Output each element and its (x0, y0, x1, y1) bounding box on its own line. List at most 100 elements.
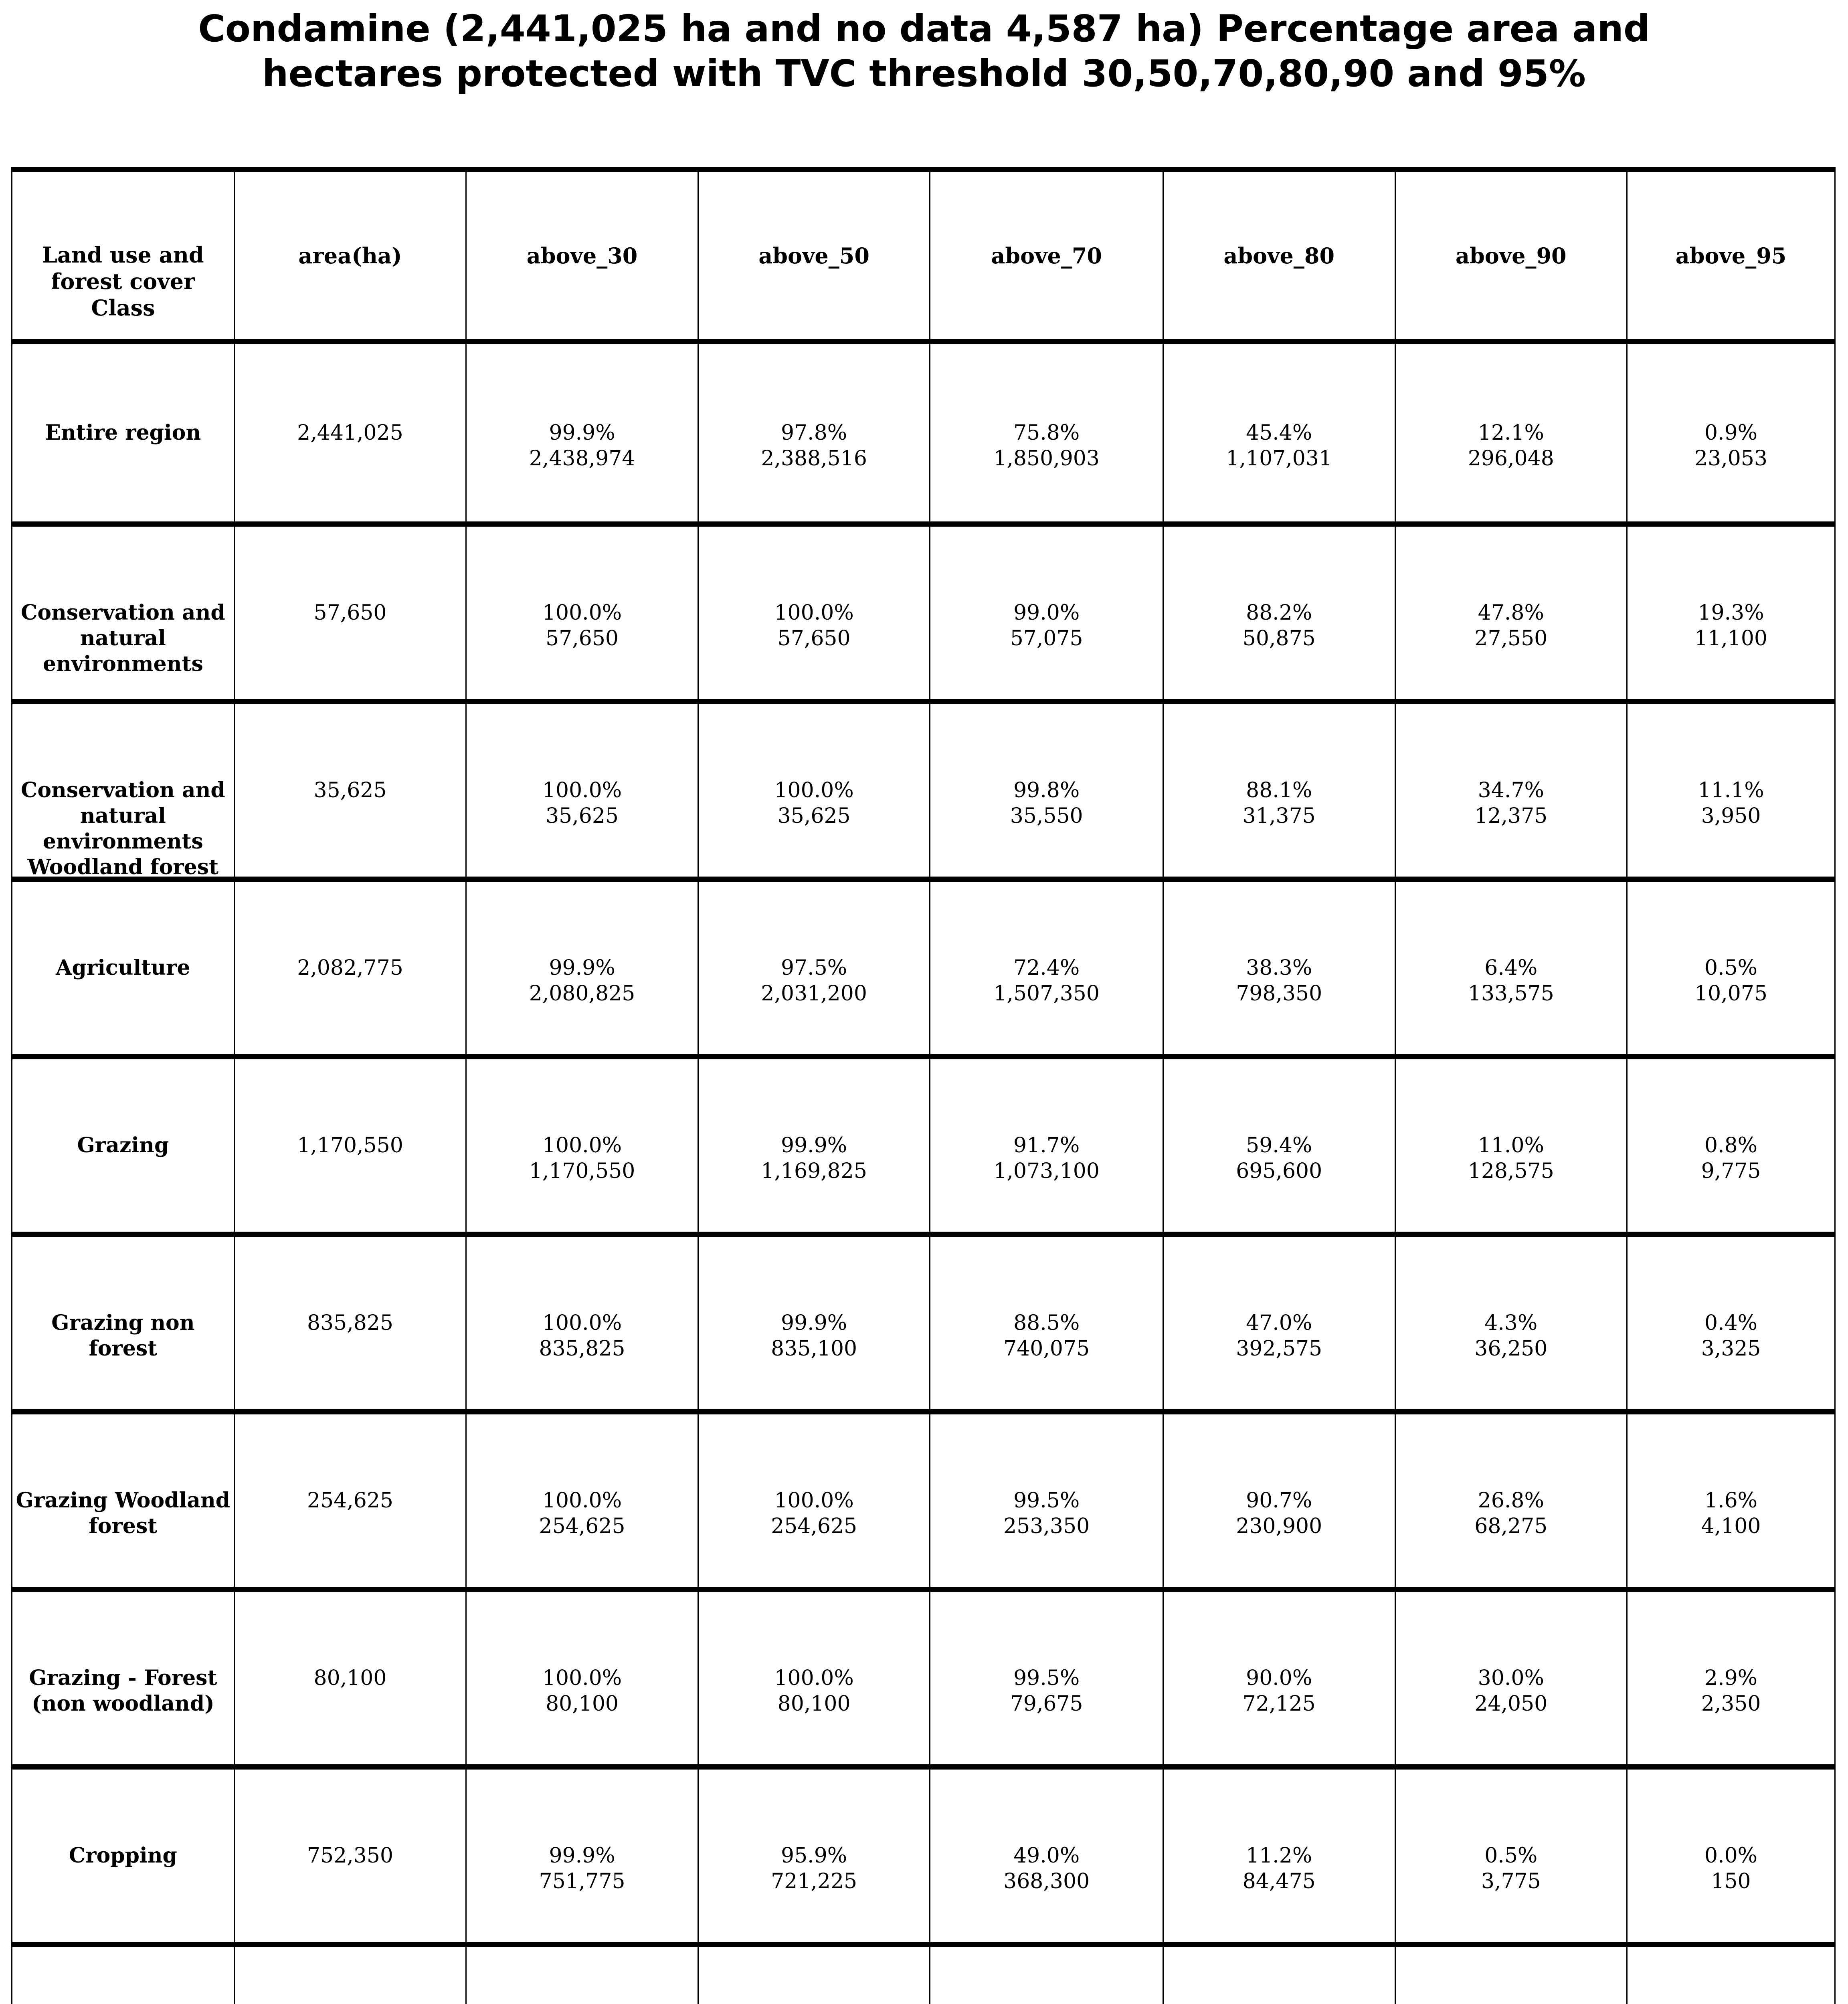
hectares-value: 10,075 (1694, 982, 1767, 1006)
percent-value: 95.9% (781, 1844, 847, 1868)
header-cell-above30: above_30 (467, 172, 699, 344)
cell-above-95: 11.1% 3,950 (1628, 704, 1834, 882)
page-title-line2: hectares protected with TVC threshold 30… (262, 52, 1586, 95)
percent-value: 99.8% (1013, 778, 1080, 802)
hectares-value: 50,875 (1242, 626, 1316, 650)
percent-value: 100.0% (542, 778, 622, 802)
percent-value: 47.0% (1246, 1311, 1312, 1335)
percent-value: 11.0% (1478, 1133, 1544, 1158)
header-cell-above70: above_70 (930, 172, 1164, 344)
percent-value: 97.8% (781, 421, 847, 445)
cell-above-80: 88.2% 50,875 (1163, 527, 1396, 704)
hectares-value: 2,031,200 (761, 982, 867, 1006)
cell-above-30: 99.9% 2,080,825 (467, 882, 699, 1059)
cell-above-50: 100.0% 254,625 (698, 1414, 931, 1592)
hectares-value: 695,600 (1236, 1159, 1322, 1183)
cell-above-50: 95.9% 721,225 (698, 1770, 931, 1947)
area-cell: 1,170,550 (235, 1059, 467, 1237)
percent-value: 0.5% (1484, 1844, 1538, 1868)
percent-value: 100.0% (774, 1666, 854, 1690)
area-cell: 254,625 (235, 1414, 467, 1592)
cell-above-80: 45.4% 1,107,031 (1163, 344, 1396, 527)
cell-above-30: 99.1%158,225 (467, 1947, 699, 2004)
hectares-value: 80,100 (777, 1692, 851, 1716)
cell-above-95: 0.9% 23,053 (1628, 344, 1834, 527)
hectares-value: 2,080,825 (529, 982, 635, 1006)
hectares-value: 72,125 (1242, 1692, 1316, 1716)
hectares-value: 12,375 (1474, 804, 1548, 828)
hectares-value: 1,073,100 (993, 1159, 1100, 1183)
percent-value: 100.0% (542, 1489, 622, 1513)
hectares-value: 57,075 (1010, 626, 1083, 650)
percent-value: 12.1% (1478, 421, 1544, 445)
hectares-value: 368,300 (1003, 1869, 1090, 1893)
percent-value: 26.8% (1478, 1489, 1544, 1513)
cell-above-90: 30.0% 24,050 (1395, 1592, 1628, 1770)
cell-above-95: 0.0% 150 (1628, 1770, 1834, 1947)
hectares-value: 68,275 (1474, 1514, 1548, 1538)
cell-above-80: 90.7% 230,900 (1163, 1414, 1396, 1592)
hectares-value: 35,625 (777, 804, 851, 828)
hectares-value: 1,107,031 (1226, 446, 1332, 471)
percent-value: 99.9% (781, 1311, 847, 1335)
area-cell: 835,825 (235, 1237, 467, 1414)
cell-above-30: 100.0% 254,625 (467, 1414, 699, 1592)
page-title: Condamine (2,441,025 ha and no data 4,58… (0, 6, 1848, 96)
percent-value: 91.7% (1013, 1133, 1080, 1158)
percent-value: 1.6% (1704, 1489, 1758, 1513)
class-cell: Irrigation (12, 1947, 235, 2004)
percent-value: 99.5% (1013, 1666, 1080, 1690)
class-cell: Conservation and natural environments (12, 527, 235, 704)
header-cell-above95: above_95 (1628, 172, 1834, 344)
class-cell: Grazing (12, 1059, 235, 1237)
percent-value: 11.1% (1698, 778, 1764, 802)
percent-value: 99.5% (1013, 1489, 1080, 1513)
cell-above-70: 75.8% 1,850,903 (930, 344, 1164, 527)
percent-value: 99.9% (549, 1844, 615, 1868)
cell-above-90: 11.0% 128,575 (1395, 1059, 1628, 1237)
percent-value: 72.4% (1013, 956, 1080, 980)
percent-value: 88.1% (1246, 778, 1312, 802)
area-cell: 35,625 (235, 704, 467, 882)
cell-above-80: 59.4% 695,600 (1163, 1059, 1396, 1237)
percent-value: 0.0% (1704, 1844, 1758, 1868)
hectares-value: 254,625 (771, 1514, 857, 1538)
header-cell-above80: above_80 (1163, 172, 1396, 344)
cell-above-30: 100.0% 80,100 (467, 1592, 699, 1770)
cell-above-70: 91.7% 1,073,100 (930, 1059, 1164, 1237)
cell-above-50: 97.8% 2,388,516 (698, 344, 931, 527)
cell-above-70: 99.5% 253,350 (930, 1414, 1164, 1592)
hectares-value: 835,825 (539, 1337, 625, 1361)
cell-above-70: 99.8% 35,550 (930, 704, 1164, 882)
percent-value: 100.0% (542, 601, 622, 625)
percent-value: 19.3% (1698, 601, 1764, 625)
cell-above-95: 0.8% 9,775 (1628, 1059, 1834, 1237)
percent-value: 97.5% (781, 956, 847, 980)
percent-value: 0.4% (1704, 1311, 1758, 1335)
hectares-value: 11,100 (1694, 626, 1767, 650)
class-cell: Conservation and natural environments Wo… (12, 704, 235, 882)
hectares-value: 23,053 (1694, 446, 1767, 471)
area-cell: 2,441,025 (235, 344, 467, 527)
percent-value: 47.8% (1478, 601, 1544, 625)
hectares-value: 253,350 (1003, 1514, 1090, 1538)
cell-above-95: 0.4% 3,325 (1628, 1237, 1834, 1414)
cell-above-30: 100.0% 1,170,550 (467, 1059, 699, 1237)
hectares-value: 1,170,550 (529, 1159, 635, 1183)
cell-above-80: 11.2% 84,475 (1163, 1770, 1396, 1947)
cell-above-50: 100.0% 80,100 (698, 1592, 931, 1770)
cell-above-95: 1.6% 4,100 (1628, 1414, 1834, 1592)
percent-value: 11.2% (1246, 1844, 1312, 1868)
cell-above-95: 0.5% 10,075 (1628, 882, 1834, 1059)
hectares-value: 2,388,516 (761, 446, 867, 471)
percent-value: 88.2% (1246, 601, 1312, 625)
header-cell-above50: above_50 (698, 172, 931, 344)
percent-value: 99.9% (549, 421, 615, 445)
hectares-value: 798,350 (1236, 982, 1322, 1006)
cell-above-30: 100.0% 57,650 (467, 527, 699, 704)
cell-above-90: 47.8% 27,550 (1395, 527, 1628, 704)
cell-above-30: 99.9% 751,775 (467, 1770, 699, 1947)
cell-above-50: 99.9% 1,169,825 (698, 1059, 931, 1237)
hectares-value: 2,438,974 (529, 446, 635, 471)
hectares-value: 254,625 (539, 1514, 625, 1538)
